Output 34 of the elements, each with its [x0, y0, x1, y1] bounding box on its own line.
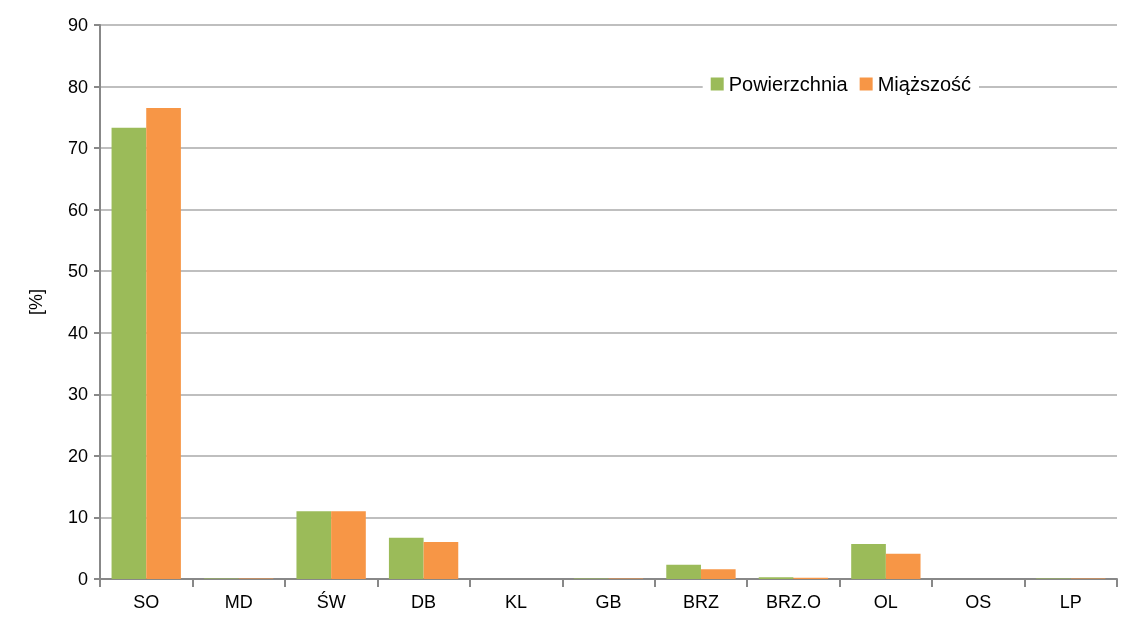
y-tick-label: 50 — [67, 261, 88, 282]
bar — [388, 537, 424, 579]
x-tick-label: GB — [595, 592, 622, 612]
y-tick-label: 90 — [67, 15, 88, 35]
bar — [423, 542, 459, 579]
bar — [885, 553, 921, 579]
y-tick-label: 40 — [67, 322, 88, 343]
y-tick-label: 20 — [67, 445, 88, 466]
bar — [296, 511, 332, 579]
legend-label: Powierzchnia — [728, 73, 849, 95]
y-axis-title: [%] — [26, 288, 46, 316]
x-tick-label: SO — [133, 592, 160, 612]
x-tick-label: OS — [965, 592, 992, 612]
legend-label: Miąższość — [877, 73, 972, 95]
bar — [331, 511, 366, 579]
bar — [666, 564, 701, 579]
y-tick-label: 0 — [77, 569, 88, 589]
y-tick-label: 30 — [67, 384, 88, 405]
bar — [700, 569, 736, 579]
x-tick-label: ŚW — [316, 591, 346, 612]
x-tick-label: KL — [505, 592, 528, 612]
x-tick-label: DB — [411, 592, 437, 612]
y-tick-label: 60 — [67, 199, 88, 220]
y-tick-label: 70 — [67, 138, 88, 159]
x-tick-label: BRZ.O — [765, 592, 821, 612]
bar — [146, 108, 181, 579]
bar — [851, 543, 886, 579]
bar — [111, 127, 147, 579]
x-tick-label: MD — [224, 592, 253, 612]
y-tick-label: 10 — [67, 507, 88, 528]
x-tick-label: LP — [1059, 592, 1082, 612]
y-tick-label: 80 — [67, 76, 88, 97]
x-tick-label: BRZ — [682, 592, 719, 612]
x-tick-label: OL — [873, 592, 898, 612]
